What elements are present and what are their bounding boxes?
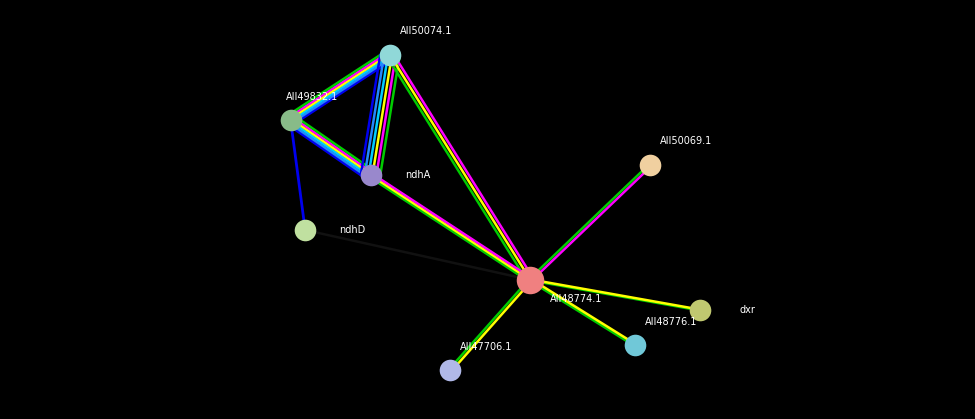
Point: [523, 277, 538, 283]
Text: AII50069.1: AII50069.1: [660, 136, 713, 146]
Point: [363, 172, 378, 178]
Text: ndhD: ndhD: [339, 225, 366, 235]
Text: AII48776.1: AII48776.1: [644, 317, 697, 327]
Point: [643, 162, 658, 168]
Text: AII50074.1: AII50074.1: [400, 26, 452, 36]
Point: [627, 341, 643, 348]
Point: [297, 227, 313, 233]
Text: AII49832.1: AII49832.1: [286, 92, 338, 102]
Point: [443, 367, 458, 373]
Point: [283, 116, 298, 123]
Point: [382, 52, 398, 58]
Point: [692, 307, 708, 313]
Text: AII47706.1: AII47706.1: [460, 342, 513, 352]
Text: AII48774.1: AII48774.1: [550, 294, 603, 304]
Text: ndhA: ndhA: [405, 170, 430, 180]
Text: dxr: dxr: [739, 305, 755, 315]
